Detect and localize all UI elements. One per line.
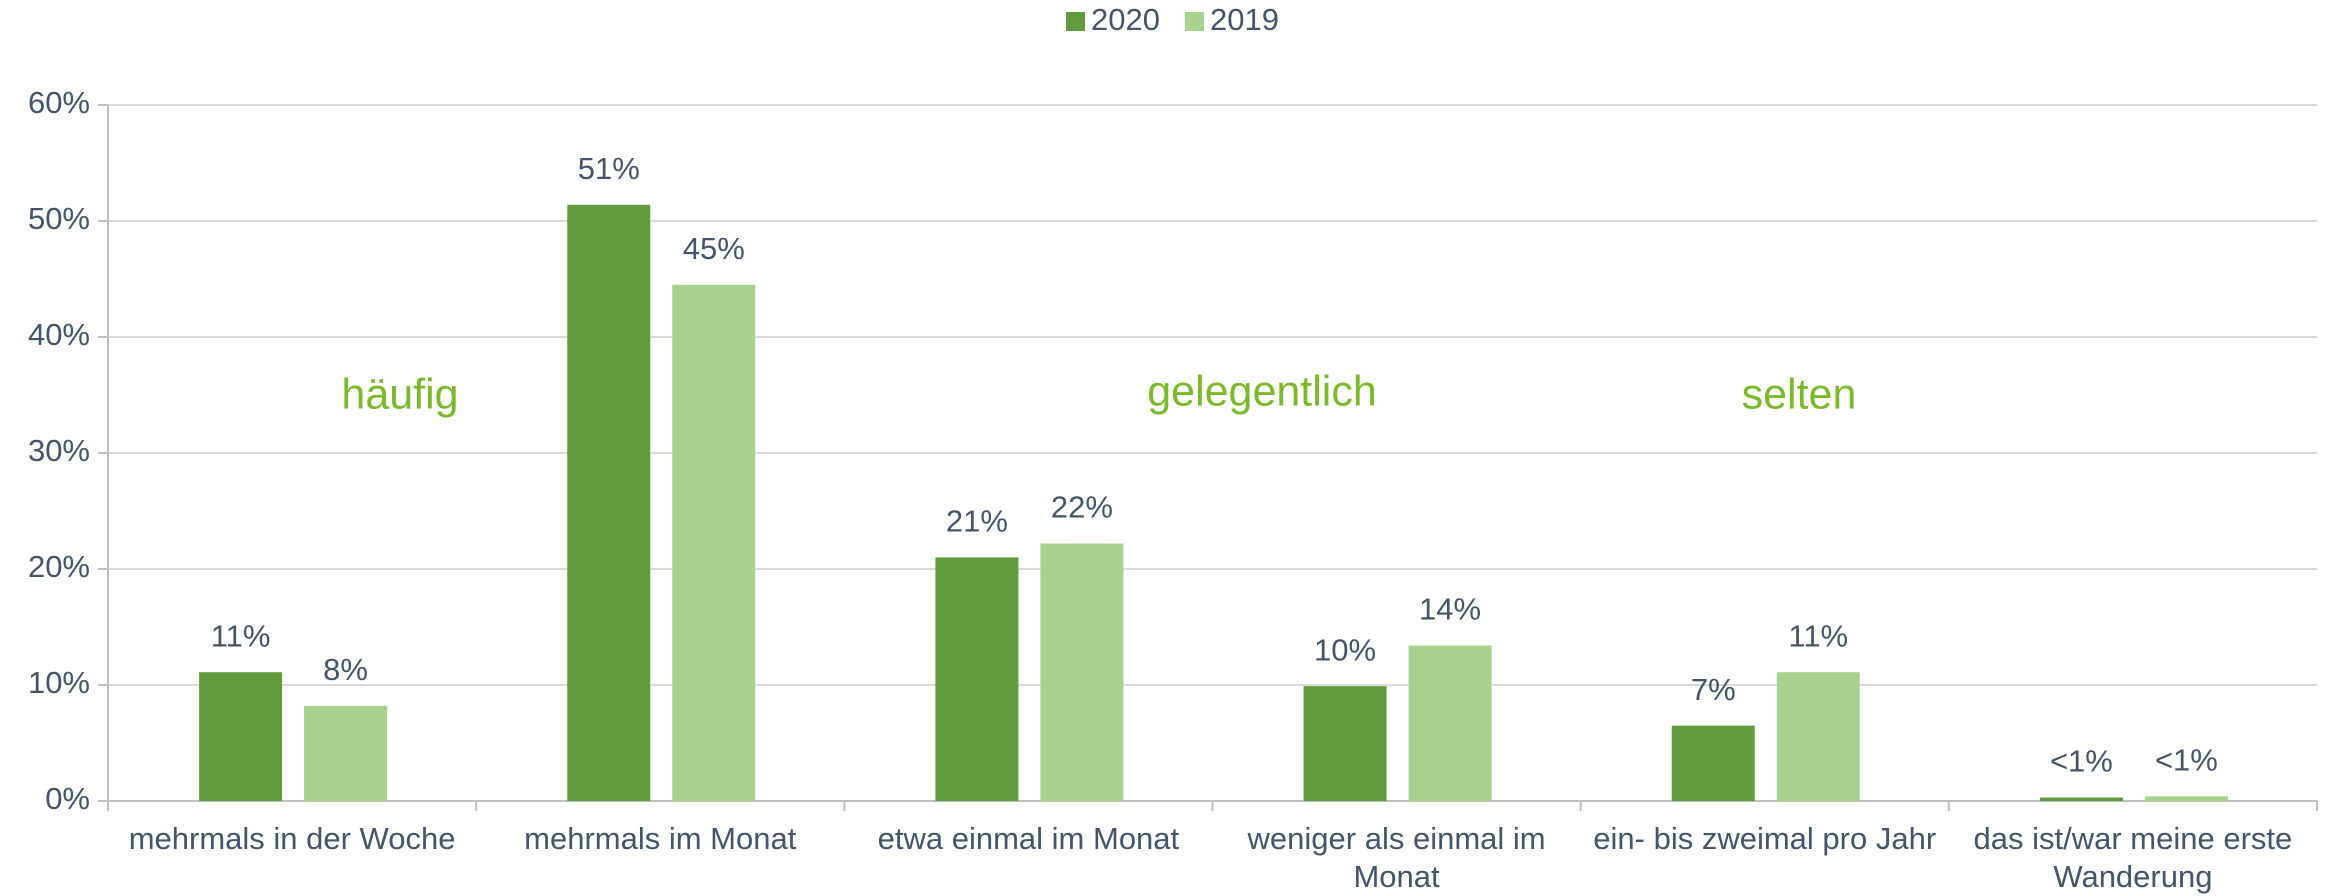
annotation: gelegentlich xyxy=(1147,367,1377,415)
bar xyxy=(672,284,756,801)
y-tick-label: 10% xyxy=(28,665,90,700)
bar xyxy=(1776,672,1860,801)
x-tick-label: weniger als einmal im Monat xyxy=(1247,821,1546,894)
bar xyxy=(2039,797,2123,801)
y-tick-label: 0% xyxy=(45,781,90,816)
x-tick-label: mehrmals in der Woche xyxy=(128,821,456,856)
x-tick-label: mehrmals im Monat xyxy=(524,821,797,856)
value-label: 11% xyxy=(211,618,271,653)
value-label: 21% xyxy=(946,504,1008,539)
bar xyxy=(1040,543,1124,801)
value-label: 22% xyxy=(1051,490,1113,525)
legend: 2020 2019 xyxy=(1066,2,1279,37)
bar xyxy=(1303,686,1387,801)
legend-label: 2019 xyxy=(1210,2,1279,37)
annotation: selten xyxy=(1742,370,1857,418)
x-tick-label: das ist/war meine erste Wanderung xyxy=(1973,821,2293,894)
bar xyxy=(935,557,1019,801)
bar xyxy=(199,672,283,801)
y-tick-label: 30% xyxy=(28,433,90,468)
value-label: 14% xyxy=(1419,592,1481,627)
value-label: 45% xyxy=(683,231,745,266)
value-label: 51% xyxy=(578,151,640,186)
legend-swatch xyxy=(1184,12,1204,31)
value-label: 11% xyxy=(1788,618,1848,653)
bar xyxy=(1671,725,1755,801)
value-label: <1% xyxy=(2050,744,2113,779)
legend-label: 2020 xyxy=(1091,2,1160,37)
y-tick-label: 40% xyxy=(28,317,90,352)
bar xyxy=(567,204,651,801)
bar xyxy=(304,705,388,801)
value-label: <1% xyxy=(2155,743,2218,778)
value-label: 8% xyxy=(323,652,368,687)
bar xyxy=(1408,645,1492,801)
y-tick-label: 20% xyxy=(28,549,90,584)
y-tick-label: 60% xyxy=(28,85,90,120)
y-tick-label: 50% xyxy=(28,201,90,236)
bar xyxy=(2144,796,2228,801)
legend-swatch xyxy=(1066,12,1085,31)
value-label: 10% xyxy=(1314,632,1376,667)
x-tick-label: ein- bis zweimal pro Jahr xyxy=(1593,821,1937,856)
annotation: häufig xyxy=(341,370,458,418)
value-label: 7% xyxy=(1691,672,1736,707)
x-tick-label: etwa einmal im Monat xyxy=(877,821,1180,856)
